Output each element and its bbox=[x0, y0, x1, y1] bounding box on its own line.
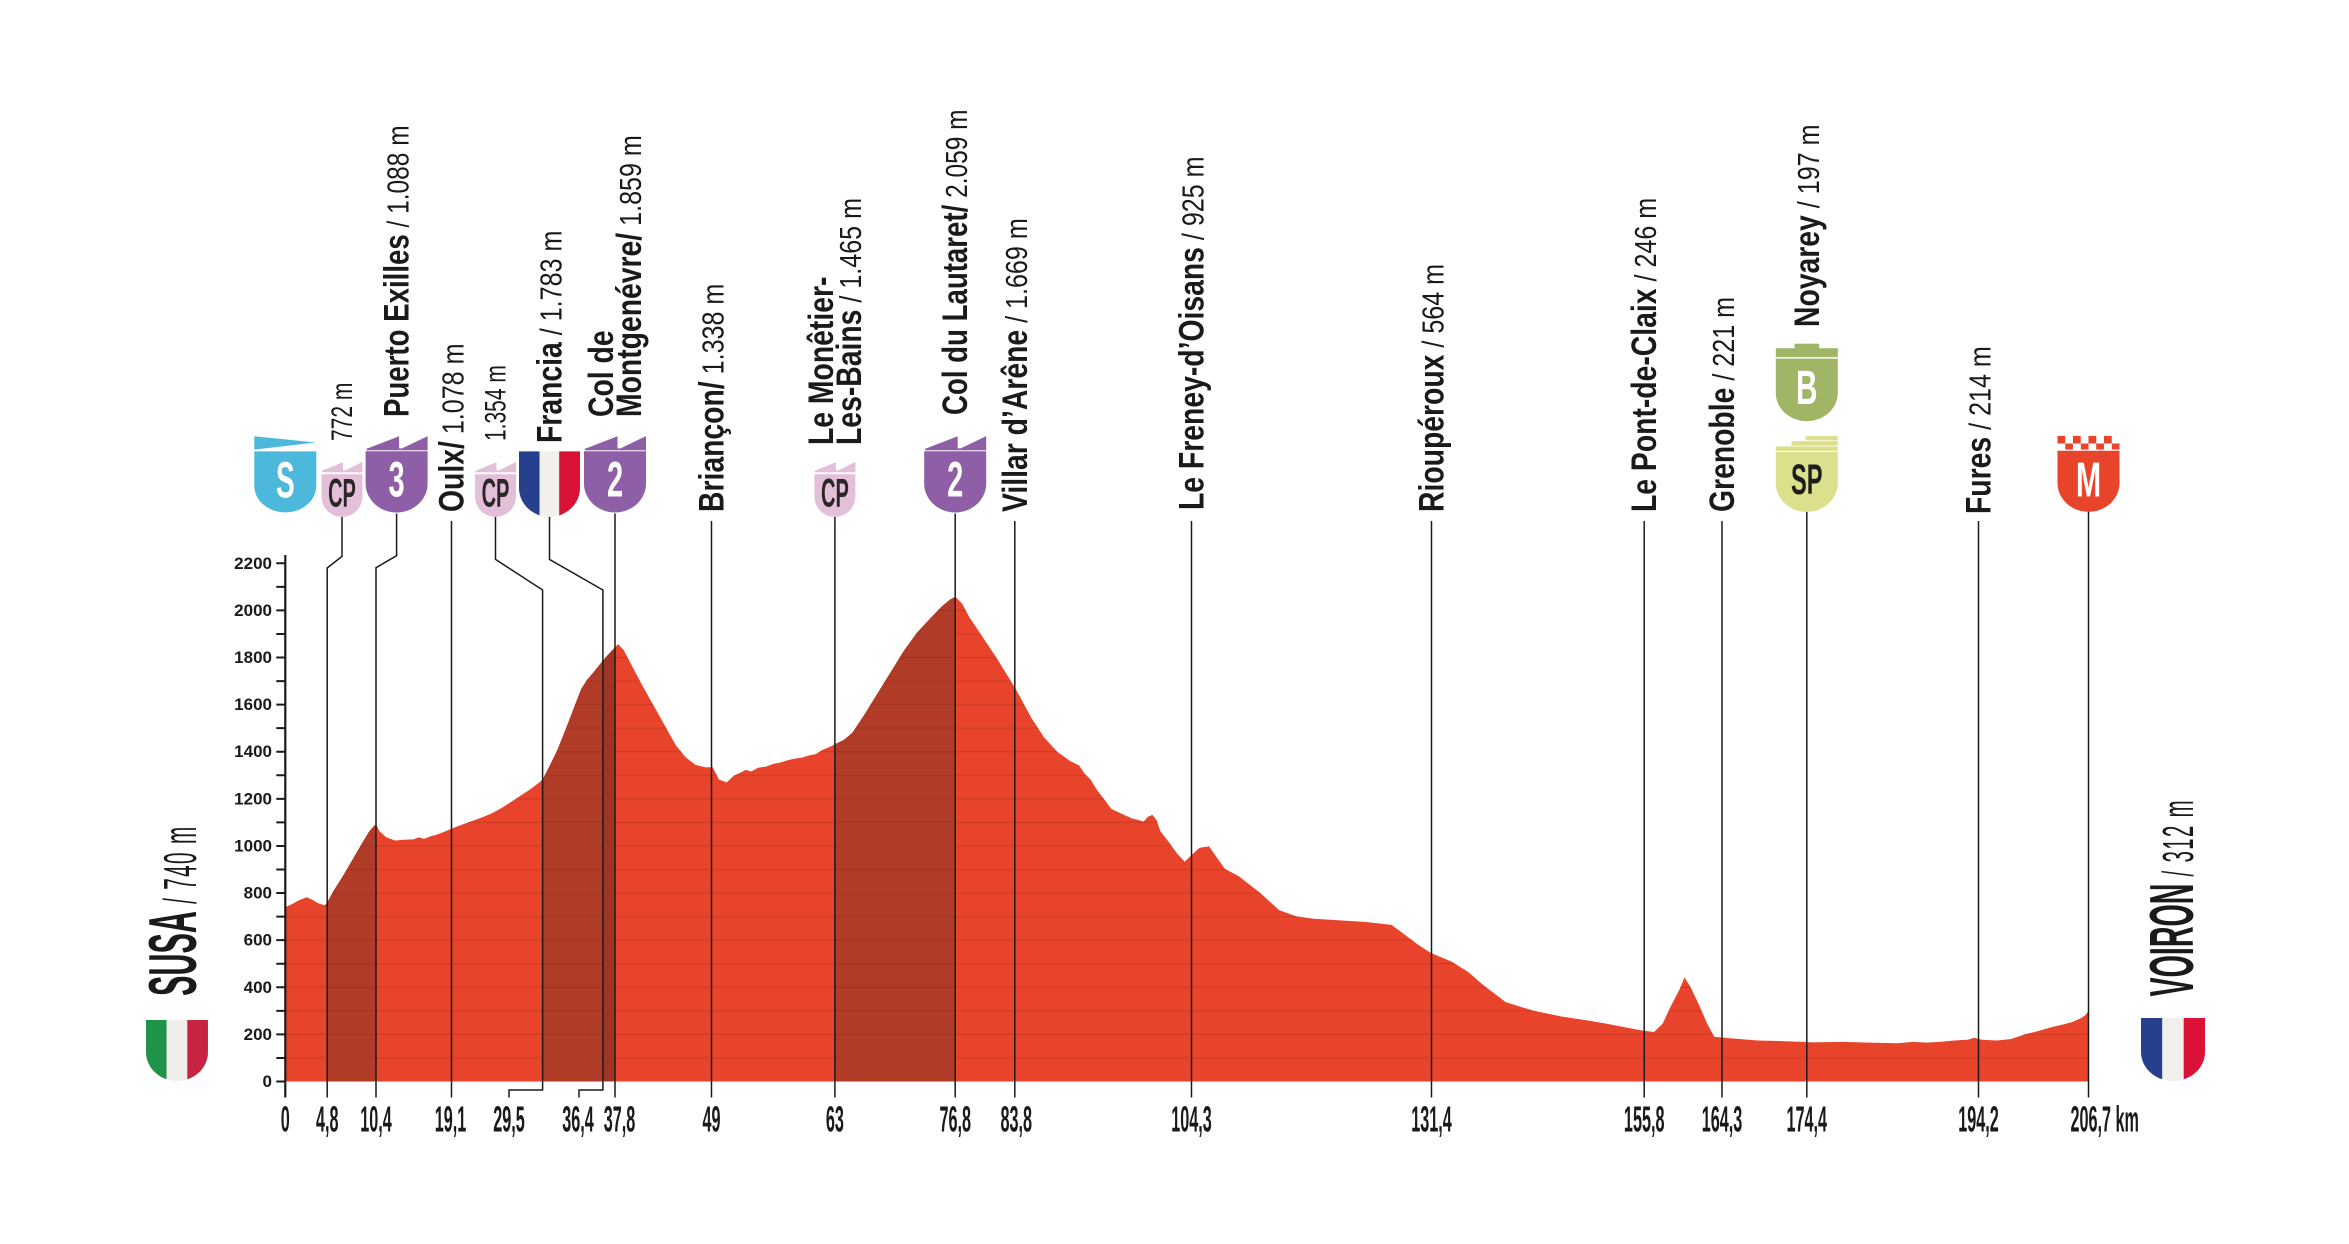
svg-text:Briançon/ 1.338 m: Briançon/ 1.338 m bbox=[692, 284, 732, 512]
svg-text:Col du Lautaret/ 2.059 m: Col du Lautaret/ 2.059 m bbox=[935, 109, 975, 415]
svg-text:Les-Bains / 1.465 m: Les-Bains / 1.465 m bbox=[829, 198, 869, 445]
svg-text:63: 63 bbox=[826, 1099, 844, 1139]
svg-text:B: B bbox=[1796, 362, 1817, 415]
svg-text:1600: 1600 bbox=[234, 695, 272, 714]
svg-text:Puerto Exilles / 1.088 m: Puerto Exilles / 1.088 m bbox=[376, 125, 416, 417]
svg-text:S: S bbox=[276, 452, 295, 509]
svg-text:36,4: 36,4 bbox=[562, 1099, 594, 1139]
svg-text:37,8: 37,8 bbox=[604, 1099, 636, 1139]
svg-text:49: 49 bbox=[702, 1099, 720, 1139]
svg-text:131,4: 131,4 bbox=[1411, 1099, 1452, 1139]
svg-text:2000: 2000 bbox=[234, 601, 272, 620]
svg-text:164,3: 164,3 bbox=[1702, 1099, 1743, 1139]
svg-text:Montgenévre/ 1.859 m: Montgenévre/ 1.859 m bbox=[609, 135, 649, 417]
svg-text:CP: CP bbox=[328, 470, 356, 516]
svg-text:1.354 m: 1.354 m bbox=[480, 365, 512, 441]
svg-text:29,5: 29,5 bbox=[493, 1099, 525, 1139]
svg-text:104,3: 104,3 bbox=[1171, 1099, 1212, 1139]
svg-text:Le Pont-de-Claix / 246 m: Le Pont-de-Claix / 246 m bbox=[1624, 198, 1664, 512]
svg-text:83,8: 83,8 bbox=[1001, 1099, 1033, 1139]
svg-text:206,7 km: 206,7 km bbox=[2070, 1099, 2138, 1139]
svg-text:3: 3 bbox=[389, 451, 405, 507]
svg-text:772 m: 772 m bbox=[327, 383, 359, 441]
svg-text:Francia / 1.783 m: Francia / 1.783 m bbox=[530, 231, 570, 443]
svg-text:4,8: 4,8 bbox=[316, 1099, 339, 1139]
svg-text:200: 200 bbox=[244, 1025, 272, 1044]
svg-text:Le Monêtier-: Le Monêtier- bbox=[801, 277, 841, 445]
svg-text:400: 400 bbox=[244, 978, 272, 997]
svg-text:Noyarey / 197 m: Noyarey / 197 m bbox=[1787, 125, 1827, 327]
svg-text:Col de: Col de bbox=[581, 330, 621, 417]
svg-text:2: 2 bbox=[947, 451, 963, 507]
svg-text:Villar d’Arêne / 1.669 m: Villar d’Arêne / 1.669 m bbox=[995, 218, 1035, 512]
svg-text:SP: SP bbox=[1791, 457, 1823, 504]
svg-text:10,4: 10,4 bbox=[360, 1099, 392, 1139]
svg-text:2200: 2200 bbox=[234, 554, 272, 573]
svg-text:155,8: 155,8 bbox=[1624, 1099, 1665, 1139]
svg-text:76,8: 76,8 bbox=[939, 1099, 971, 1139]
svg-text:1400: 1400 bbox=[234, 742, 272, 761]
svg-text:1000: 1000 bbox=[234, 837, 272, 856]
svg-text:0: 0 bbox=[263, 1072, 272, 1091]
svg-text:600: 600 bbox=[244, 931, 272, 950]
svg-text:Rioupéroux / 564 m: Rioupéroux / 564 m bbox=[1412, 264, 1452, 512]
svg-text:0: 0 bbox=[281, 1099, 290, 1139]
svg-text:Oulx/ 1.078 m: Oulx/ 1.078 m bbox=[432, 344, 472, 512]
svg-text:174,4: 174,4 bbox=[1787, 1099, 1828, 1139]
svg-text:194,2: 194,2 bbox=[1958, 1099, 1999, 1139]
svg-text:Fures / 214 m: Fures / 214 m bbox=[1959, 346, 1999, 514]
svg-text:CP: CP bbox=[482, 470, 510, 516]
svg-text:Le Freney-d’Oisans / 925 m: Le Freney-d’Oisans / 925 m bbox=[1172, 156, 1212, 510]
svg-text:CP: CP bbox=[821, 470, 849, 516]
svg-text:800: 800 bbox=[244, 884, 272, 903]
svg-text:Grenoble / 221 m: Grenoble / 221 m bbox=[1702, 297, 1742, 512]
svg-text:M: M bbox=[2076, 452, 2101, 507]
svg-text:1200: 1200 bbox=[234, 789, 272, 808]
svg-text:2: 2 bbox=[607, 451, 623, 507]
svg-text:19,1: 19,1 bbox=[435, 1099, 467, 1139]
svg-text:1800: 1800 bbox=[234, 648, 272, 667]
